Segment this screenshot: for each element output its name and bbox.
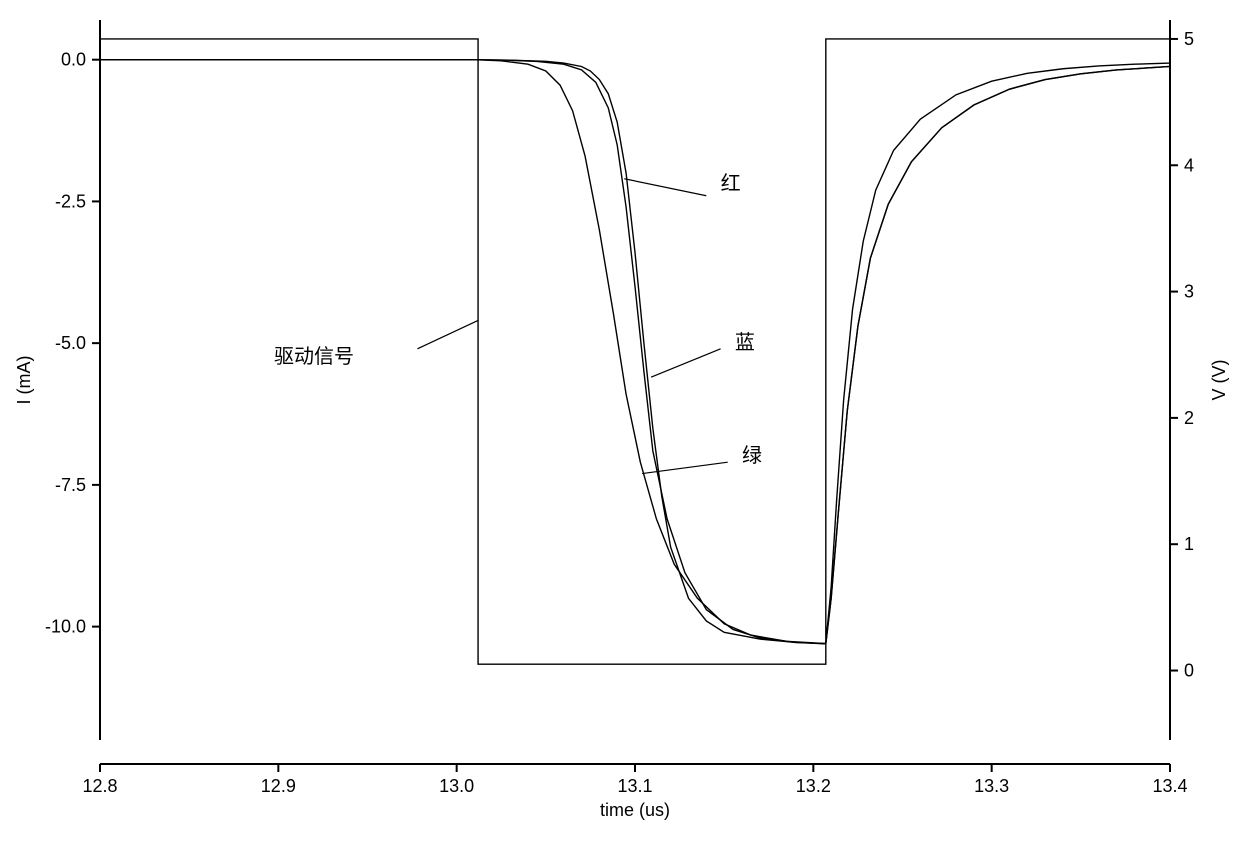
yR-tick-label: 3	[1184, 282, 1194, 302]
x-tick-label: 13.1	[617, 776, 652, 796]
x-tick-label: 13.3	[974, 776, 1009, 796]
annotation-drive-label: 驱动信号	[274, 345, 354, 368]
yL-axis-label: I (mA)	[14, 356, 34, 405]
x-tick-label: 13.0	[439, 776, 474, 796]
yL-tick-label: -10.0	[45, 617, 86, 637]
yL-tick-label: -5.0	[55, 333, 86, 353]
x-tick-label: 12.8	[82, 776, 117, 796]
annotation-green-label: 绿	[742, 444, 762, 467]
annotation-red-label: 红	[721, 172, 741, 195]
yR-tick-label: 4	[1184, 155, 1194, 175]
x-tick-label: 13.2	[796, 776, 831, 796]
yR-tick-label: 0	[1184, 661, 1194, 681]
yL-tick-label: -7.5	[55, 475, 86, 495]
yR-tick-label: 1	[1184, 534, 1194, 554]
annotation-blue-label: 蓝	[735, 331, 755, 354]
yR-tick-label: 2	[1184, 408, 1194, 428]
yL-tick-label: -2.5	[55, 191, 86, 211]
chart-bg	[0, 0, 1240, 846]
yR-axis-label: V (V)	[1209, 359, 1229, 400]
oscilloscope-chart: 0.0 -2.5 -5.0 -7.5 -10.0 I (mA) 0 1 2 3 4 5 V (V) 12.…	[0, 0, 1240, 846]
chart-svg: 0.0 -2.5 -5.0 -7.5 -10.0 I (mA) 0 1 2 3 4 5 V (V) 12.…	[0, 0, 1240, 846]
yL-tick-label: 0.0	[61, 50, 86, 70]
yR-tick-label: 5	[1184, 29, 1194, 49]
x-tick-label: 12.9	[261, 776, 296, 796]
x-tick-label: 13.4	[1152, 776, 1187, 796]
x-axis-label: time (us)	[600, 800, 670, 820]
